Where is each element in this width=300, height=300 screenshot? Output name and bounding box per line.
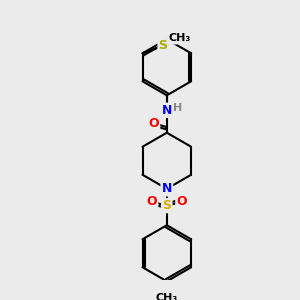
Text: S: S	[162, 199, 171, 212]
Text: O: O	[176, 195, 187, 208]
Text: H: H	[173, 103, 183, 113]
Text: O: O	[148, 117, 159, 130]
Text: S: S	[159, 39, 168, 52]
Text: CH₃: CH₃	[156, 293, 178, 300]
Text: N: N	[162, 104, 172, 117]
Text: O: O	[147, 195, 157, 208]
Text: N: N	[162, 182, 172, 195]
Text: CH₃: CH₃	[169, 33, 191, 43]
